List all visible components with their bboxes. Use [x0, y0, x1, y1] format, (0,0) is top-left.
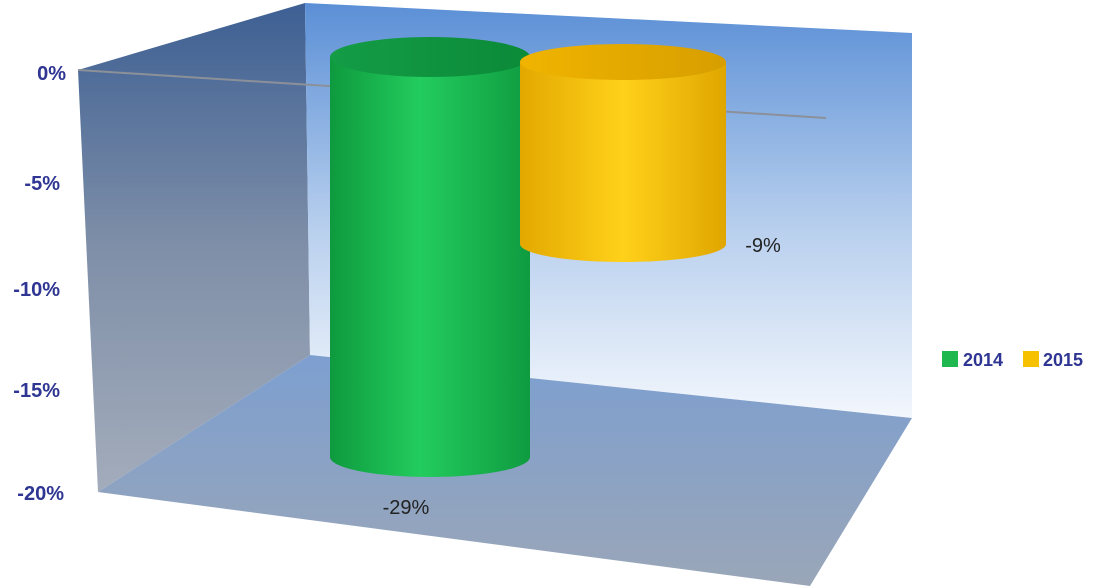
legend-label-2014: 2014 [963, 350, 1003, 370]
y-tick-label: -5% [24, 173, 60, 195]
bar-2015 [520, 44, 726, 262]
data-label-2014: -29% [383, 497, 430, 519]
data-label-2015: -9% [745, 235, 781, 257]
bar-2014 [330, 37, 530, 477]
bar-2015-body [520, 62, 726, 262]
y-tick-label: 0% [37, 63, 66, 85]
y-tick-label: -15% [13, 380, 60, 402]
chart-floor [98, 355, 912, 586]
y-axis: 0% -5% -10% -15% -20% [13, 63, 66, 505]
bar-2014-top [330, 37, 530, 77]
legend-label-2015: 2015 [1043, 350, 1083, 370]
bar-2015-top [520, 44, 726, 80]
bar-2014-body [330, 57, 530, 477]
legend-swatch-2014 [942, 351, 958, 367]
chart-side-wall [78, 3, 310, 492]
legend: 2014 2015 [942, 350, 1083, 370]
legend-swatch-2015 [1023, 351, 1039, 367]
y-tick-label: -10% [13, 279, 60, 301]
y-tick-label: -20% [17, 483, 64, 505]
